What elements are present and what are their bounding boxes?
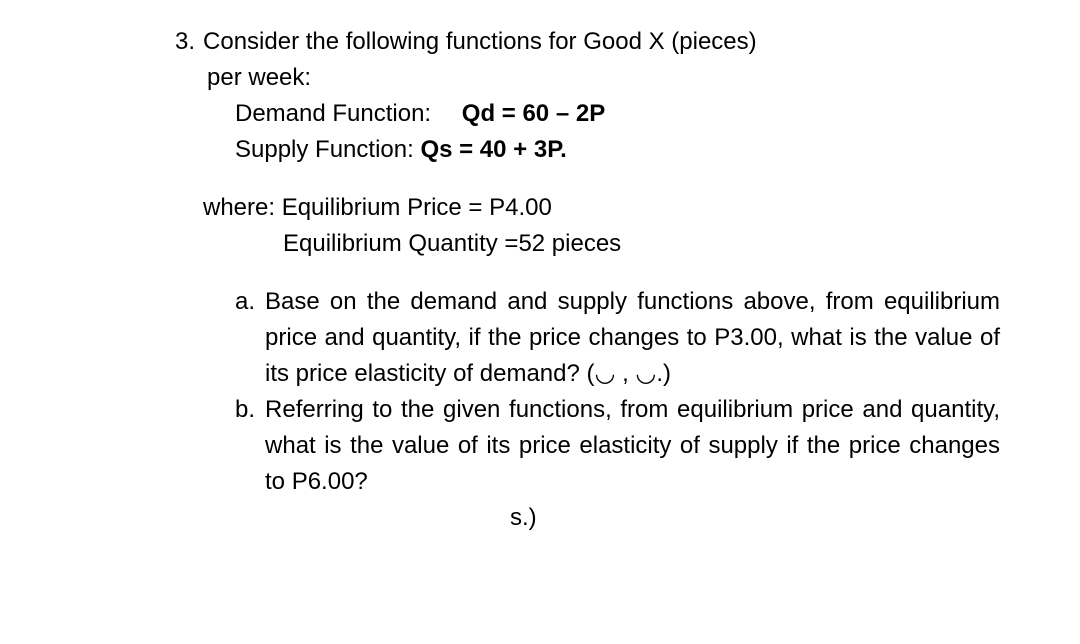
question-intro-text: Consider the following functions for Goo…: [203, 24, 1000, 60]
sub-b-marker: b.: [235, 392, 255, 500]
bottom-marker: s.): [175, 500, 1000, 536]
demand-function-line: Demand Function: Qd = 60 – 2P: [175, 96, 1000, 132]
sub-b-text: Referring to the given functions, from e…: [265, 392, 1000, 500]
where-line-2: Equilibrium Quantity =52 pieces: [175, 226, 1000, 262]
spacer-2: [175, 262, 1000, 284]
supply-label: Supply Function:: [235, 136, 420, 163]
where-line-1: where: Equilibrium Price = P4.00: [175, 190, 1000, 226]
sub-a-marker: a.: [235, 284, 255, 392]
question-header: 3. Consider the following functions for …: [175, 24, 1000, 60]
supply-function-line: Supply Function: Qs = 40 + 3P.: [175, 132, 1000, 168]
sub-a-text: Base on the demand and supply functions …: [265, 284, 1000, 392]
demand-formula: Qd = 60 – 2P: [462, 96, 605, 132]
sub-question-a: a. Base on the demand and supply functio…: [175, 284, 1000, 392]
demand-label: Demand Function:: [235, 96, 431, 132]
intro-line-1: Consider the following functions for Goo…: [203, 28, 757, 55]
supply-formula: Qs = 40 + 3P.: [420, 136, 566, 163]
sub-question-b: b. Referring to the given functions, fro…: [175, 392, 1000, 500]
question-number: 3.: [175, 24, 195, 60]
spacer-1: [175, 168, 1000, 190]
intro-line-2: per week:: [175, 60, 1000, 96]
